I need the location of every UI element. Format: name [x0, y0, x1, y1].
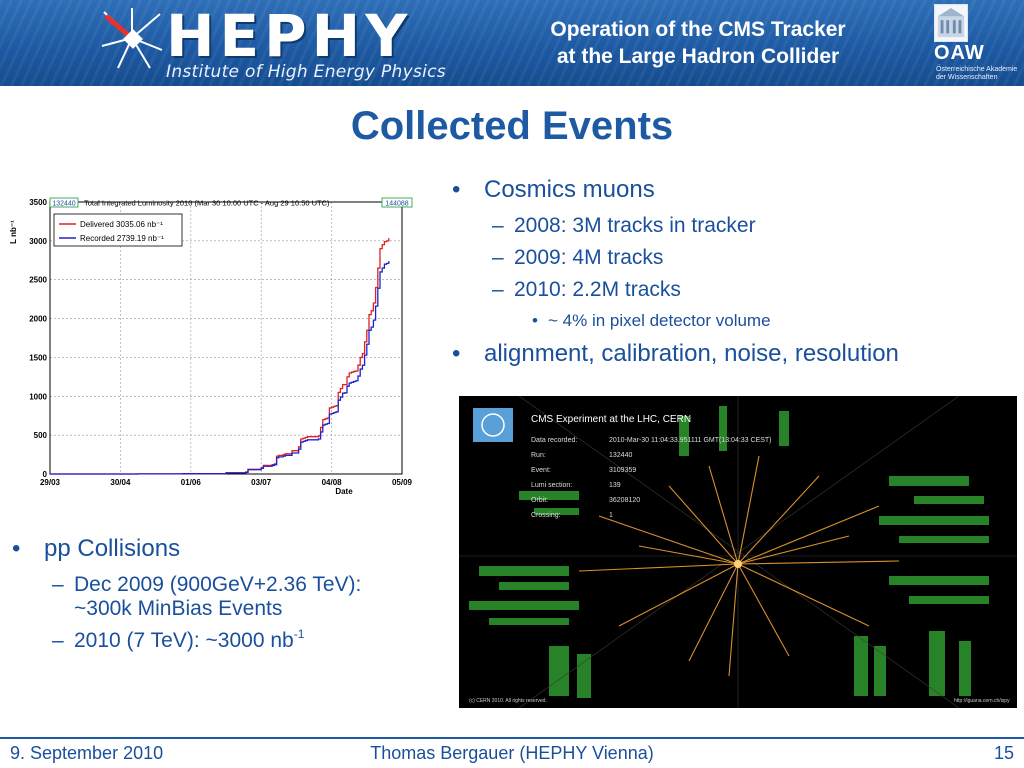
y-tick-label: 500: [34, 431, 48, 440]
event-label-orbit: Orbit:: [531, 497, 548, 504]
event-display-title: CMS Experiment at the LHC, CERN: [531, 414, 691, 425]
event-label-lumi-section: Lumi section:: [531, 482, 572, 489]
talk-title-line2: at the Large Hadron Collider: [556, 45, 840, 68]
event-display-url: http://iguana.cern.ch/ispy: [954, 698, 1010, 704]
chart-title: Total Integrated Luminosity 2010 (Mar 30…: [84, 199, 330, 208]
event-value-data-recorded: 2010-Mar-30 11:04:33.951111 GMT(13:04:33…: [609, 437, 772, 444]
x-tick-label: 30/04: [110, 478, 131, 487]
event-label-data-recorded: Data recorded:: [531, 437, 577, 444]
bullet-dec-2009-line1: Dec 2009 (900GeV+2.36 TeV):: [74, 573, 362, 596]
hephy-logo-icon: [101, 8, 163, 69]
bullet-2009-tracks: 2009: 4M tracks: [446, 246, 1016, 270]
collisions-bullet-list: pp Collisions Dec 2009 (900GeV+2.36 TeV)…: [6, 533, 456, 655]
luminosity-chart: 0 500 1000 1500 2000 2500 3000 3500 29/03 30/04 0…: [4, 192, 430, 502]
bullet-dec-2009: Dec 2009 (900GeV+2.36 TeV): ~300k MinBia…: [6, 573, 456, 621]
run-end-label: 144088: [385, 201, 408, 208]
talk-title: Operation of the CMS Tracker at the Larg…: [496, 16, 900, 70]
bullet-2008-tracks: 2008: 3M tracks in tracker: [446, 214, 1016, 238]
hephy-logo-text: HEPHY: [166, 2, 413, 70]
event-label-event: Event:: [531, 467, 551, 474]
x-tick-label: 04/08: [322, 478, 343, 487]
slide-title: Collected Events: [350, 104, 674, 148]
footer-date: 9. September 2010: [10, 743, 164, 763]
y-tick-label: 1000: [29, 392, 47, 401]
cms-event-display: CMS Experiment at the LHC, CERN Data rec…: [459, 396, 1017, 708]
bullet-pp-collisions: pp Collisions: [6, 533, 456, 565]
bullet-dec-2009-line2: ~300k MinBias Events: [74, 597, 283, 620]
event-label-run: Run:: [531, 452, 546, 459]
legend-recorded-label: Recorded 2739.19 nb⁻¹: [80, 234, 164, 243]
header-banner: HEPHY Institute of High Energy Physics O…: [0, 0, 1024, 86]
x-tick-label: 29/03: [40, 478, 61, 487]
hephy-logo-subtitle: Institute of High Energy Physics: [166, 62, 446, 82]
event-display-copyright: (c) CERN 2010. All rights reserved.: [469, 698, 547, 704]
y-tick-label: 2500: [29, 276, 47, 285]
x-tick-label: 05/09: [392, 478, 413, 487]
y-tick-label: 2000: [29, 315, 47, 324]
legend-delivered-label: Delivered 3035.06 nb⁻¹: [80, 220, 163, 229]
series-recorded-line: [50, 261, 390, 475]
event-value-lumi-section: 139: [609, 482, 621, 489]
event-label-crossing: Crossing:: [531, 512, 561, 519]
cosmics-bullet-list: Cosmics muons 2008: 3M tracks in tracker…: [446, 174, 1016, 370]
bullet-2010-7tev: 2010 (7 TeV): ~3000 nb-1: [6, 627, 456, 655]
footer-page-number: 15: [993, 743, 1014, 763]
bullet-cosmics-muons: Cosmics muons: [446, 174, 1016, 206]
event-value-event: 3109359: [609, 467, 636, 474]
event-value-crossing: 1: [609, 512, 613, 519]
x-tick-label: 01/06: [181, 478, 202, 487]
oaw-subtitle-line2: der Wissenschaften: [936, 74, 998, 81]
bullet-2010-tracks: 2010: 2.2M tracks: [446, 278, 1016, 302]
bullet-alignment: alignment, calibration, noise, resolutio…: [446, 338, 1016, 370]
run-start-label: 132440: [52, 201, 75, 208]
bullet-pixel-volume: ~ 4% in pixel detector volume: [446, 310, 1016, 332]
y-tick-label: 0: [43, 470, 48, 479]
event-value-run: 132440: [609, 452, 632, 459]
chart-legend: [53, 213, 183, 247]
bullet-2010-7tev-exponent: -1: [293, 627, 305, 641]
oaw-logo-text: OAW: [934, 42, 985, 64]
y-axis-label: L nb⁻¹: [9, 220, 18, 244]
x-tick-label: 03/07: [251, 478, 272, 487]
y-tick-label: 3000: [29, 237, 47, 246]
talk-title-line1: Operation of the CMS Tracker: [550, 18, 846, 41]
footer-author: Thomas Bergauer (HEPHY Vienna): [370, 743, 654, 763]
event-display-graphic: CMS Experiment at the LHC, CERN Data rec…: [459, 396, 1017, 708]
bullet-2010-7tev-text: 2010 (7 TeV): ~3000 nb: [74, 629, 294, 652]
x-axis-label: Date: [335, 487, 353, 496]
y-tick-label: 3500: [29, 198, 47, 207]
event-value-orbit: 36208120: [609, 497, 640, 504]
academy-building-icon: [934, 4, 968, 42]
oaw-logo-subtitle: Österreichische Akademie der Wissenschaf…: [936, 66, 1018, 82]
y-tick-label: 1500: [29, 353, 47, 362]
oaw-logo: OAW Österreichische Akademie der Wissens…: [926, 4, 1018, 84]
footer-divider: [0, 737, 1024, 739]
cms-logo-icon: [473, 408, 513, 442]
oaw-subtitle-line1: Österreichische Akademie: [936, 66, 1018, 73]
